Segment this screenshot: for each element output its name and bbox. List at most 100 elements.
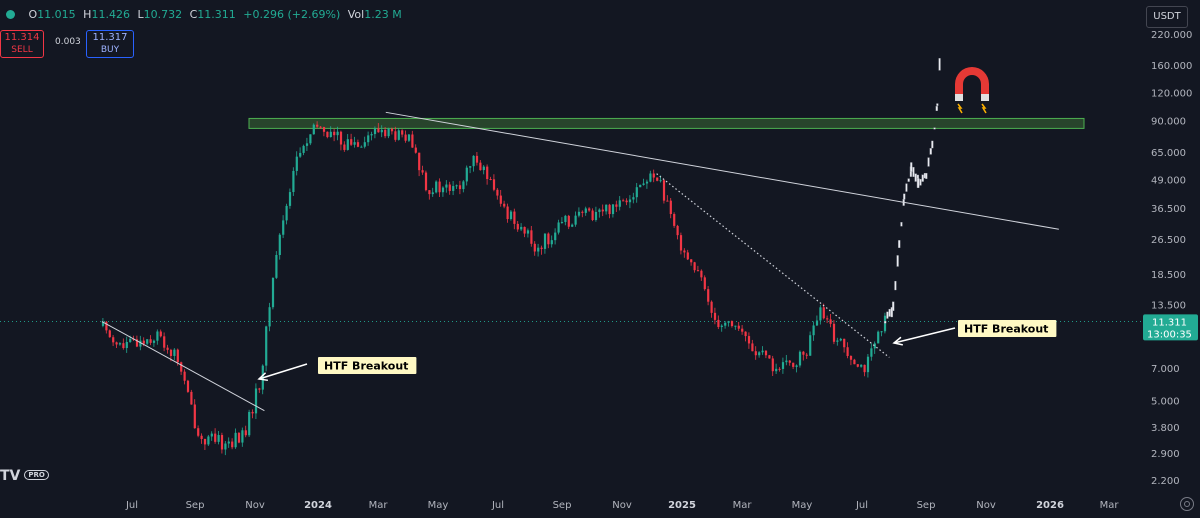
candle-body [101,321,105,326]
candle-body [693,262,696,271]
tradingview-logo[interactable]: TV PRO [0,468,49,484]
candle-body [557,222,560,233]
buy-button[interactable]: 11.317 BUY [86,30,134,58]
projection-candle [884,320,887,324]
candle-body [129,338,132,342]
candle-body [761,350,764,353]
x-tick-label: Jul [855,500,868,511]
settings-gear-icon[interactable] [1180,497,1194,511]
candle-body [713,312,717,320]
candle-body [142,340,145,344]
y-tick-label: 49.000 [1151,175,1186,186]
candle-body [424,172,428,191]
candle-body [523,226,526,234]
candle-body [690,259,693,263]
candle-body [499,195,502,204]
buy-label: BUY [100,45,120,55]
candle-body [622,200,625,202]
candle-body [329,131,332,138]
candle-body [299,152,302,157]
x-tick-label: Nov [612,500,632,511]
candle-body [455,185,458,187]
y-tick-label: 18.500 [1151,270,1186,281]
price-tag-value: 11.311 [1152,317,1187,328]
candle-body [411,134,414,148]
projection-candle [907,178,910,182]
volume-label: Vol [347,8,365,21]
projection-group [884,58,941,324]
currency-button[interactable]: USDT [1146,6,1188,28]
candle-body [669,200,672,215]
candle-body [302,145,305,153]
candle-body [877,331,880,344]
candle-body [703,277,706,290]
projection-candle [927,157,930,167]
candle-body [785,360,788,363]
candle-body [526,230,530,234]
candle-body [710,301,713,313]
candle-body [135,339,139,347]
candle-body [146,339,149,344]
y-tick-label: 3.800 [1151,423,1180,434]
candle-body [458,185,462,190]
candle-body [285,205,288,221]
candle-body [598,209,601,212]
candle-body [574,215,577,225]
x-tick-label: Mar [1100,500,1120,511]
projection-candle [936,103,939,106]
low-label: L [137,8,144,21]
candle-body [237,432,241,443]
candle-body [183,371,186,381]
candle-body [547,233,550,245]
candle-body [771,358,774,372]
candle-body [394,131,397,140]
candle-body [224,443,227,450]
projection-candle [886,311,889,319]
candle-body [781,362,785,369]
candle-body [700,270,703,278]
candle-body [679,235,683,251]
sell-button[interactable]: 11.314 SELL [0,30,44,58]
candle-body [717,319,720,327]
projection-candle [925,173,928,179]
candle-body [186,380,190,392]
candle-body [540,247,543,249]
candle-body [380,129,383,133]
candle-body [384,129,387,137]
candle-body [768,355,771,359]
candle-body [428,190,431,195]
breakout-arrow-2 [892,327,956,346]
projection-candle [933,127,936,130]
candle-body [469,166,472,168]
candle-body [639,184,642,188]
candle-body [560,221,564,223]
candle-body [734,325,737,327]
candle-body [720,325,723,327]
candle-body [163,336,166,348]
candle-body [190,391,193,405]
candle-body [118,343,122,345]
candle-body [588,208,591,211]
candle-body [373,128,377,135]
candle-body [465,167,468,182]
candle-body [775,368,778,372]
x-tick-label: Jul [125,500,138,511]
candle-body [316,124,319,127]
candle-body [305,143,309,146]
candle-body [309,134,312,144]
projection-candle [898,240,901,248]
candle-body [605,204,608,212]
x-tick-label: 2025 [668,500,696,511]
y-tick-label: 160.000 [1151,61,1192,72]
projection-candle [910,162,913,172]
projection-candle [890,307,893,318]
candle-body [802,351,805,355]
x-tick-label: Mar [733,500,753,511]
candle-body [543,233,547,249]
y-tick-label: 2.900 [1151,449,1180,460]
candle-body [873,343,876,349]
candle-body [635,187,638,198]
candle-body [788,360,791,363]
projection-candle [912,167,915,177]
